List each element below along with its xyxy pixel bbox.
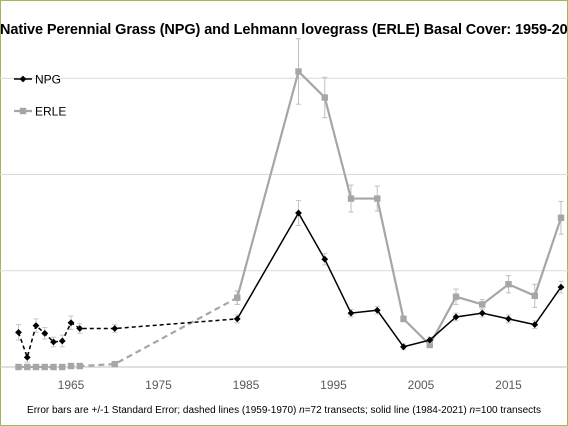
npg-data-point	[321, 255, 329, 263]
npg-legend-label: NPG	[35, 73, 61, 87]
npg-solid-line	[236, 211, 562, 348]
npg-data-point	[67, 319, 75, 327]
npg-data-point	[400, 343, 407, 351]
npg-data-point	[58, 337, 66, 345]
erle-data-point	[505, 281, 512, 288]
npg-data-point	[505, 315, 512, 323]
x-tick-label: 2015	[495, 378, 522, 392]
x-tick-label: 1995	[320, 378, 347, 392]
npg-data-point	[295, 209, 302, 217]
chart-footnote: Error bars are +/-1 Standard Error; dash…	[0, 405, 568, 416]
erle-data-point	[557, 214, 565, 222]
npg-data-point	[531, 321, 539, 329]
erle-data-point	[374, 195, 381, 202]
footnote-n2: n	[469, 405, 476, 416]
erle-data-point	[50, 363, 57, 371]
erle-data-point	[111, 360, 118, 368]
legend: NPG ERLE	[14, 73, 66, 119]
npg-data-point	[426, 336, 434, 344]
x-tick-label: 2005	[408, 378, 435, 392]
x-tick-label: 1985	[233, 378, 260, 392]
erle-data-point	[321, 94, 328, 101]
erle-data-point	[295, 68, 302, 75]
erle-data-point	[15, 363, 22, 371]
erle-data-point	[234, 294, 241, 301]
erle-dashed-line	[18, 296, 238, 369]
npg-data-point	[373, 306, 381, 314]
npg-data-point	[347, 309, 355, 317]
npg-data-point	[478, 309, 486, 317]
erle-data-point	[347, 195, 355, 202]
erle-data-point	[400, 315, 407, 323]
erle-data-point	[426, 341, 433, 349]
erle-data-point	[531, 292, 538, 299]
npg-data-point	[111, 325, 119, 332]
x-tick-label: 1965	[58, 378, 85, 392]
footnote-part2: =72 transects; solid line (1984-2021)	[304, 405, 470, 416]
erle-data-point	[59, 363, 66, 371]
chart-title: Native Perennial Grass (NPG) and Lehmann…	[0, 22, 568, 38]
npg-data-point	[452, 313, 460, 321]
erle-data-point	[479, 301, 486, 308]
erle-data-point	[76, 362, 83, 370]
npg-data-point	[76, 325, 84, 332]
npg-series	[15, 199, 565, 363]
footnote-n1: n	[299, 405, 305, 416]
npg-data-point	[15, 328, 22, 336]
footnote-part3: =100 transects	[475, 405, 541, 416]
erle-data-point	[452, 293, 460, 300]
erle-data-point	[32, 363, 40, 371]
npg-dashed-line	[17, 318, 238, 360]
erle-data-point	[67, 362, 75, 370]
npg-data-point	[32, 322, 40, 330]
erle-legend-label: ERLE	[35, 105, 66, 119]
npg-data-point	[41, 329, 49, 337]
erle-data-point	[19, 107, 27, 115]
x-tick-label: 1975	[145, 378, 172, 392]
npg-data-point	[233, 315, 241, 323]
erle-series	[15, 38, 565, 371]
npg-data-point	[557, 283, 565, 291]
npg-data-point	[23, 353, 31, 361]
footnote-part1: Error bars are +/-1 Standard Error; dash…	[27, 405, 300, 416]
npg-data-point	[19, 75, 27, 83]
erle-data-point	[41, 363, 48, 371]
erle-data-point	[24, 363, 31, 371]
erle-solid-line	[236, 69, 563, 347]
npg-data-point	[50, 338, 57, 346]
